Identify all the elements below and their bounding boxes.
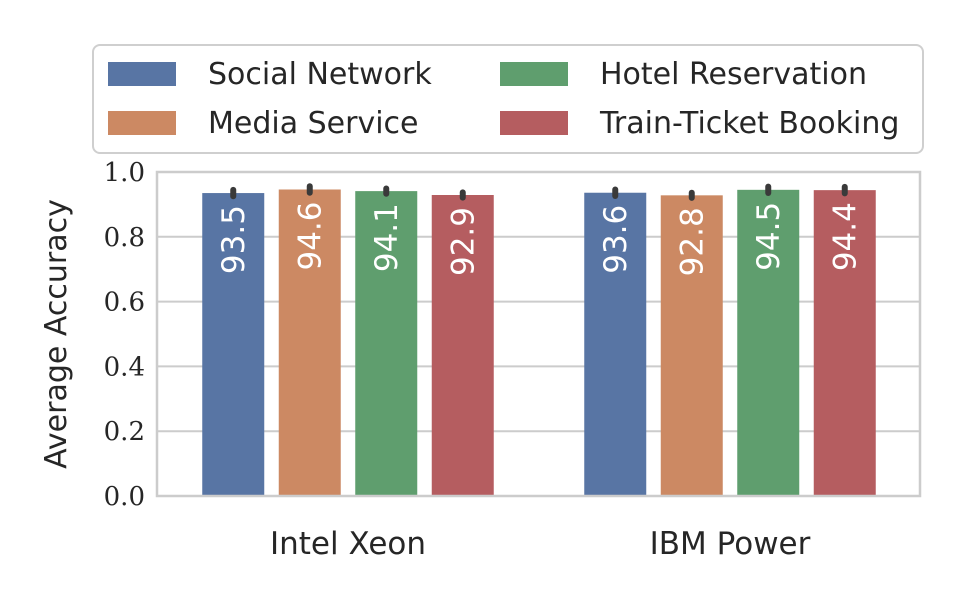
bar-value-label: 92.8 <box>675 207 711 276</box>
legend-label: Social Network <box>208 56 432 92</box>
legend: Social Network Hotel Reservation Media S… <box>92 44 924 154</box>
legend-swatch <box>500 111 568 135</box>
bar <box>202 193 265 496</box>
y-tick-label: 0.4 <box>104 352 145 382</box>
legend-swatch <box>108 62 176 86</box>
legend-item-social-network: Social Network <box>108 54 432 94</box>
y-tick-label: 0.2 <box>104 417 145 447</box>
bar-value-label: 93.5 <box>216 205 252 274</box>
legend-label: Hotel Reservation <box>600 56 867 92</box>
y-tick-label: 0.8 <box>104 223 145 253</box>
bar <box>584 192 647 496</box>
bar <box>813 190 876 497</box>
legend-swatch <box>108 111 176 135</box>
bar-value-label: 92.9 <box>446 207 482 276</box>
legend-item-media-service: Media Service <box>108 103 419 143</box>
y-tick-label: 0.6 <box>104 288 145 318</box>
bar-value-label: 94.4 <box>828 202 864 271</box>
bar <box>278 189 341 496</box>
y-axis-label: Average Accuracy <box>39 199 74 469</box>
legend-label: Media Service <box>208 105 419 141</box>
bar-value-label: 94.1 <box>369 203 405 272</box>
bar-value-label: 94.6 <box>293 201 329 270</box>
legend-swatch <box>500 62 568 86</box>
bar <box>431 195 494 496</box>
legend-label: Train-Ticket Booking <box>600 105 900 141</box>
plot-frame <box>155 170 922 498</box>
x-tick-label: Intel Xeon <box>270 526 426 562</box>
bar-value-label: 94.5 <box>751 202 787 271</box>
bar-value-label: 93.6 <box>598 205 634 274</box>
x-tick-label: IBM Power <box>650 526 811 562</box>
y-tick-label: 1.0 <box>104 158 145 188</box>
legend-item-hotel-reservation: Hotel Reservation <box>500 54 867 94</box>
bar <box>737 189 800 496</box>
y-tick-label: 0.0 <box>104 482 145 512</box>
bar <box>660 195 723 496</box>
bar <box>355 191 418 496</box>
legend-item-train-ticket-booking: Train-Ticket Booking <box>500 103 899 143</box>
